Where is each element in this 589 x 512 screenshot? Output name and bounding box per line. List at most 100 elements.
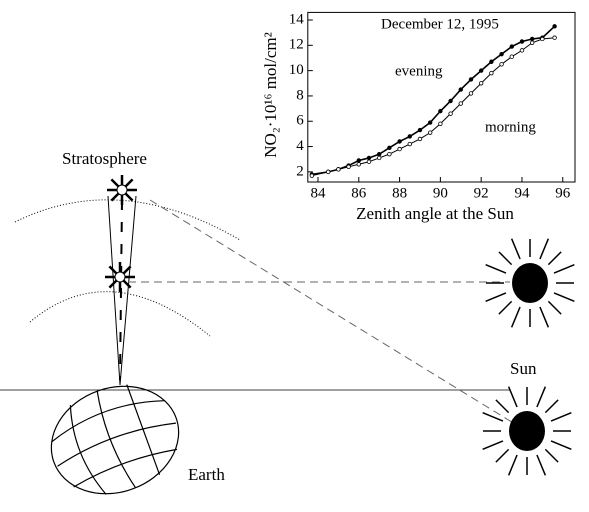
data-point: [499, 51, 504, 57]
data-point: [346, 164, 351, 170]
sun-line: [149, 199, 516, 425]
sun-ray: [536, 386, 547, 408]
data-point: [509, 44, 514, 49]
sun-ray: [482, 411, 504, 422]
data-point: [458, 101, 463, 106]
sun: [512, 263, 548, 303]
data-point: [529, 40, 535, 45]
series-line: [311, 25, 556, 176]
stratosphere-label: Stratosphere: [62, 149, 147, 168]
sun-ray: [547, 300, 562, 315]
data-point: [397, 139, 402, 144]
x-tick-label: 94: [514, 185, 530, 201]
data-point: [489, 59, 494, 64]
series-line: [311, 37, 555, 177]
y-tick-label: 12: [289, 37, 304, 53]
sun-ray: [539, 238, 550, 260]
data-point: [376, 151, 382, 157]
y-tick-label: 10: [289, 62, 304, 78]
data-point: [489, 70, 494, 76]
ray: [119, 195, 137, 386]
x-tick-label: 86: [351, 185, 367, 201]
lower-layer: [29, 291, 211, 337]
y-axis-title: NO₂·10¹⁶ mol/cm²: [261, 32, 280, 157]
data-point: [478, 68, 484, 73]
data-point: [552, 24, 557, 29]
x-axis-title: Zenith angle at the Sun: [356, 204, 514, 223]
sun-ray: [485, 292, 507, 303]
data-point: [427, 120, 433, 125]
data-point: [356, 158, 361, 163]
sun-ray: [510, 306, 521, 328]
earth: [50, 384, 180, 495]
sun-ray: [544, 399, 559, 414]
data-point: [448, 98, 453, 104]
star-center: [114, 271, 126, 283]
data-point: [325, 169, 331, 175]
sun-ray: [544, 448, 559, 463]
sun-ray: [547, 251, 562, 266]
data-point: [407, 134, 412, 139]
data-point: [478, 81, 484, 86]
data-point: [519, 48, 525, 53]
y-tick-label: 14: [289, 11, 305, 27]
data-point: [407, 141, 412, 147]
data-point: [387, 151, 392, 157]
sun-ray: [553, 292, 575, 303]
sun-ray: [510, 238, 521, 260]
sun-ray: [550, 440, 572, 451]
sun-ray: [539, 306, 550, 328]
plot-frame: [307, 11, 576, 183]
data-point: [529, 36, 535, 42]
annotation: evening: [395, 63, 443, 79]
sun: [509, 411, 545, 451]
sun-ray: [495, 399, 510, 414]
data-point: [417, 136, 423, 142]
data-point: [540, 36, 545, 42]
x-tick-label: 90: [433, 185, 448, 201]
chart-title: December 12, 1995: [381, 16, 499, 32]
sun-ray: [485, 263, 507, 274]
sun-ray: [507, 454, 518, 476]
data-point: [519, 39, 525, 44]
star-center: [116, 184, 128, 196]
data-point: [468, 91, 474, 96]
sun-ray: [498, 251, 513, 266]
data-point: [499, 62, 504, 67]
data-point: [427, 130, 433, 135]
data-point: [397, 146, 402, 152]
data-point: [552, 35, 557, 40]
data-point: [387, 145, 392, 151]
sun-ray: [498, 300, 513, 315]
data-point: [448, 111, 453, 116]
data-point: [366, 159, 372, 164]
data-point: [468, 77, 474, 82]
data-point: [417, 127, 423, 133]
x-tick-label: 84: [310, 185, 326, 201]
y-tick-label: 2: [296, 163, 304, 179]
sun-ray: [550, 411, 572, 422]
data-point: [458, 87, 463, 92]
data-point: [509, 54, 514, 59]
earth-label: Earth: [188, 465, 225, 484]
y-tick-label: 4: [296, 138, 304, 154]
y-tick-label: 6: [296, 113, 304, 129]
sun-ray: [553, 263, 575, 274]
x-tick-label: 88: [392, 185, 407, 201]
x-tick-label: 96: [555, 185, 571, 201]
sun-label: Sun: [510, 359, 537, 378]
data-point: [438, 121, 443, 126]
annotation: morning: [485, 119, 536, 135]
data-point: [336, 167, 341, 172]
data-point: [376, 155, 382, 161]
data-point: [366, 155, 372, 161]
data-point: [438, 108, 443, 114]
y-tick-label: 8: [296, 87, 304, 103]
sun-ray: [507, 386, 518, 408]
data-point: [356, 162, 361, 167]
data-point: [309, 173, 315, 178]
x-tick-label: 92: [474, 185, 489, 201]
sun-ray: [495, 448, 510, 463]
sun-ray: [536, 454, 547, 476]
